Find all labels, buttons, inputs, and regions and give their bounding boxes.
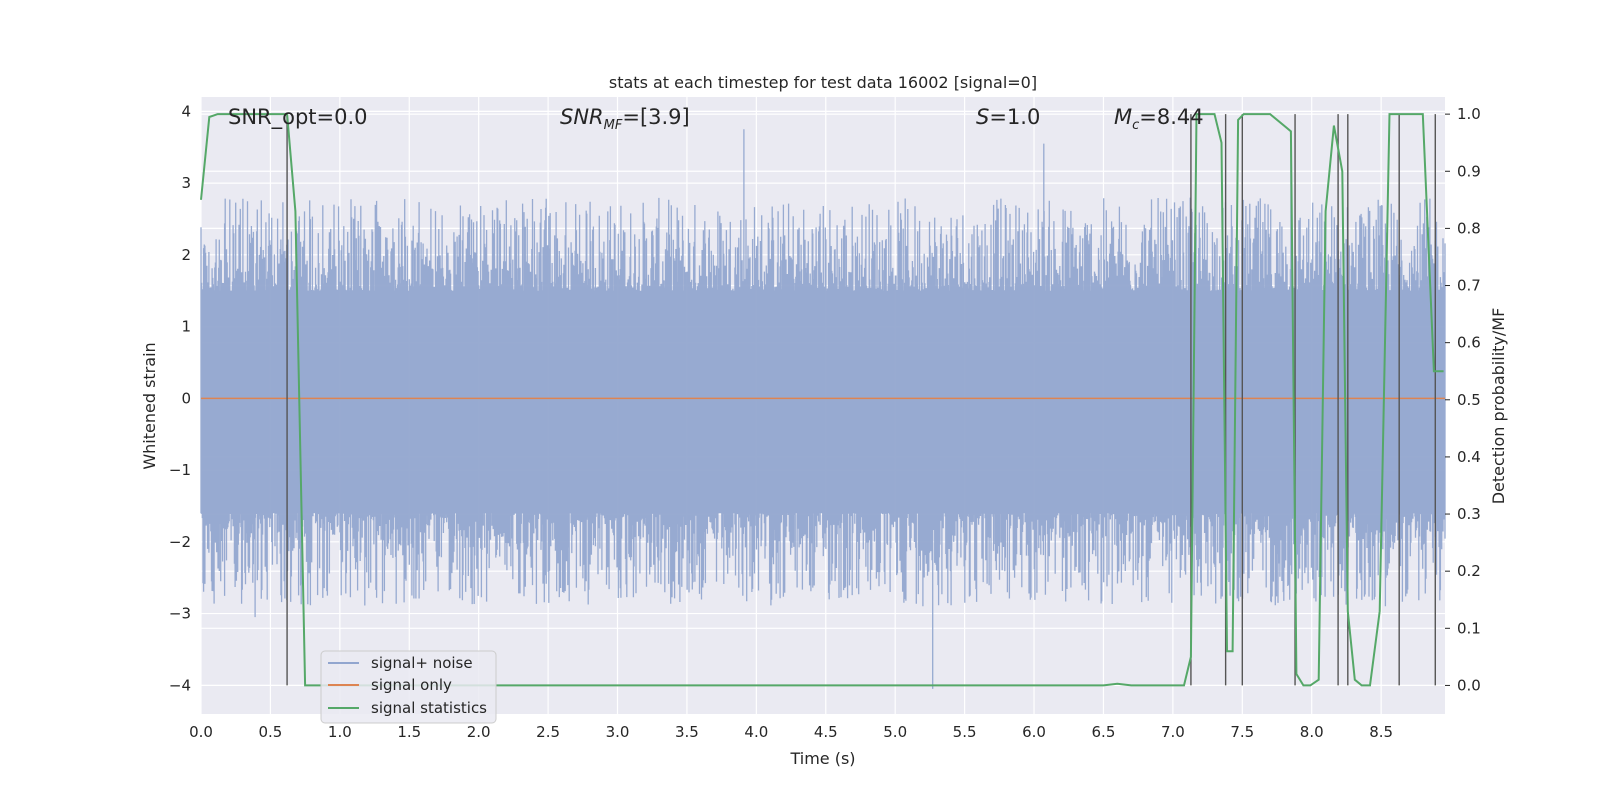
y-tick-label: 1 [181, 318, 191, 336]
y2-tick-label: 0.3 [1457, 505, 1481, 523]
legend: signal+ noise signal only signal statist… [320, 650, 497, 724]
x-tick-label: 1.0 [328, 723, 352, 741]
x-tick-label: 8.0 [1300, 723, 1324, 741]
x-tick-label: 1.5 [397, 723, 421, 741]
x-tick-label: 5.5 [953, 723, 977, 741]
annotation-snr-mf: SNRMF=[3.9] [560, 105, 690, 133]
y-tick-label: 4 [181, 102, 191, 120]
y-tick-label: −2 [169, 533, 191, 551]
x-tick-label: 4.0 [744, 723, 768, 741]
y2-tick-label: 0.1 [1457, 619, 1481, 637]
x-tick-label: 0.5 [258, 723, 282, 741]
y-tick-label: −1 [169, 461, 191, 479]
x-tick-label: 3.5 [675, 723, 699, 741]
x-tick-label: 5.0 [883, 723, 907, 741]
y-tick-label: 3 [181, 174, 191, 192]
legend-label-noise: signal+ noise [371, 654, 473, 672]
x-tick-label: 7.0 [1161, 723, 1185, 741]
annotations: SNR_opt=0.0 SNRMF=[3.9] S=1.0 Mc=8.44 [228, 105, 1204, 133]
y-tick-label: −4 [169, 676, 191, 694]
legend-label-signal: signal only [371, 676, 452, 694]
y-tick-label: −3 [169, 605, 191, 623]
x-tick-label: 0.0 [189, 723, 213, 741]
x-tick-label: 2.0 [467, 723, 491, 741]
x-tick-label: 6.0 [1022, 723, 1046, 741]
legend-box [320, 650, 497, 724]
y2-tick-label: 0.7 [1457, 277, 1481, 295]
signal-statistics-series [200, 113, 1444, 687]
x-tick-label: 4.5 [814, 723, 838, 741]
y2-tick-label: 0.2 [1457, 562, 1481, 580]
x-tick-label: 8.5 [1369, 723, 1393, 741]
y2-tick-label: 0.6 [1457, 334, 1481, 352]
annotation-snr-opt: SNR_opt=0.0 [228, 105, 368, 130]
annotation-s: S=1.0 [976, 105, 1040, 129]
y-tick-label: 0 [181, 389, 191, 407]
tick-labels: 0.0 0.5 1.0 1.5 2.0 2.5 3.0 3.5 4.0 4.5 5.0 5.5 6.0 6… [169, 102, 1481, 741]
y2-tick-label: 0.9 [1457, 162, 1481, 180]
y2-axis-label: Detection probability/MF [1489, 308, 1508, 505]
chart-title: stats at each timestep for test data 160… [609, 73, 1037, 92]
x-tick-label: 7.5 [1230, 723, 1254, 741]
annotation-mc: Mc=8.44 [1114, 105, 1204, 133]
y2-tick-label: 1.0 [1457, 105, 1481, 123]
y2-tick-label: 0.5 [1457, 391, 1481, 409]
y2-tick-label: 0.0 [1457, 676, 1481, 694]
y2-tick-label: 0.4 [1457, 448, 1481, 466]
x-tick-label: 2.5 [536, 723, 560, 741]
legend-label-stats: signal statistics [371, 699, 487, 717]
x-tick-label: 6.5 [1092, 723, 1116, 741]
x-axis-label: Time (s) [789, 749, 855, 768]
x-tick-label: 3.0 [606, 723, 630, 741]
signal-statistics-line [200, 113, 1444, 687]
y-axis-label: Whitened strain [140, 342, 159, 469]
y2-tick-label: 0.8 [1457, 219, 1481, 237]
y-tick-label: 2 [181, 246, 191, 264]
